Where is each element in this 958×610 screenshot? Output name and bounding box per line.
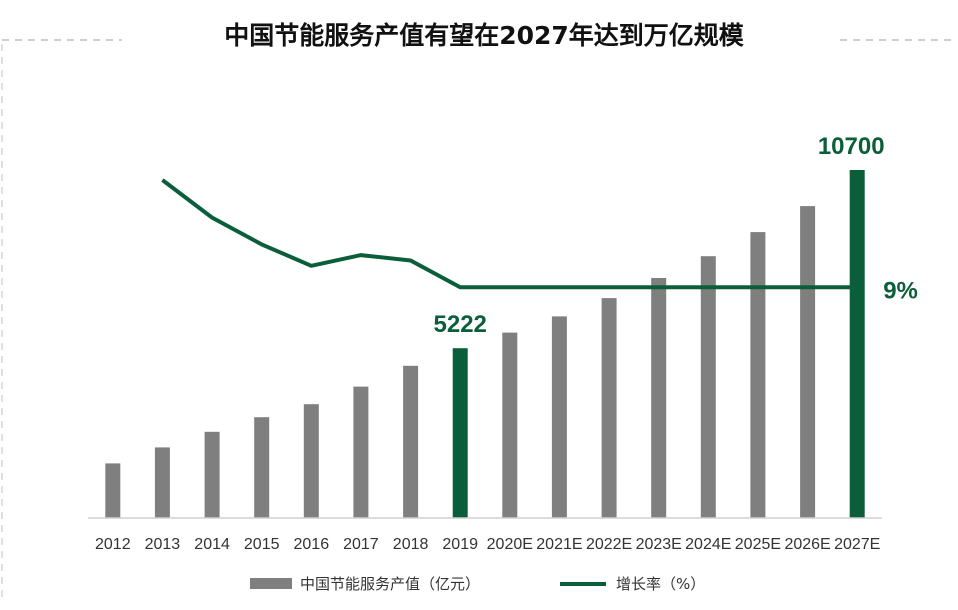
bars-layer (105, 170, 865, 518)
x-tick-2015: 2015 (244, 536, 280, 553)
annotations: 5222 10700 9% (434, 133, 918, 338)
chart-title: 中国节能服务产值有望在2027年达到万亿规模 (224, 21, 745, 50)
bar-2021E (551, 316, 567, 518)
bar-2013 (154, 447, 170, 518)
x-tick-2012: 2012 (95, 536, 131, 553)
x-tick-2018: 2018 (393, 536, 429, 553)
x-tick-2023E: 2023E (636, 536, 682, 553)
legend-label-line: 增长率（%） (616, 575, 705, 593)
x-tick-2022E: 2022E (586, 536, 632, 553)
x-tick-2021E: 2021E (536, 536, 582, 553)
legend-swatch-bars (250, 578, 292, 589)
x-tick-2013: 2013 (145, 536, 181, 553)
bar-2014 (204, 431, 220, 518)
bar-2026E (800, 206, 816, 518)
callout-label: 10700 (818, 133, 885, 160)
legend: 中国节能服务产值（亿元） 增长率（%） (250, 575, 705, 593)
bar-2025E (750, 232, 766, 518)
x-tick-2027E: 2027E (834, 536, 880, 553)
bar-2023E (651, 278, 667, 518)
x-tick-2016: 2016 (294, 536, 330, 553)
bar-2024E (700, 256, 716, 518)
x-tick-labels: 2012 2013 2014 2015 2016 2017 2018 2019 2020E 202… (95, 536, 880, 553)
growth-line-layer (161, 178, 858, 290)
x-tick-2026E: 2026E (784, 536, 830, 553)
callout-label: 5222 (434, 311, 487, 338)
bar-2015 (254, 417, 270, 518)
x-tick-2025E: 2025E (735, 536, 781, 553)
bar-2020E (502, 332, 518, 518)
x-tick-2024E: 2024E (685, 536, 731, 553)
bar-2017 (353, 386, 369, 518)
bar-2018 (403, 365, 419, 518)
x-tick-2017: 2017 (343, 536, 379, 553)
x-tick-2020E: 2020E (487, 536, 533, 553)
bar-2022E (601, 298, 617, 518)
bar-2027E (849, 170, 865, 518)
bar-2012 (105, 463, 121, 518)
x-tick-2019: 2019 (442, 536, 478, 553)
bar-2019 (452, 348, 468, 518)
bar-2016 (303, 404, 319, 518)
x-tick-2014: 2014 (194, 536, 230, 553)
legend-label-bars: 中国节能服务产值（亿元） (300, 575, 480, 593)
callout-label: 9% (883, 277, 918, 304)
